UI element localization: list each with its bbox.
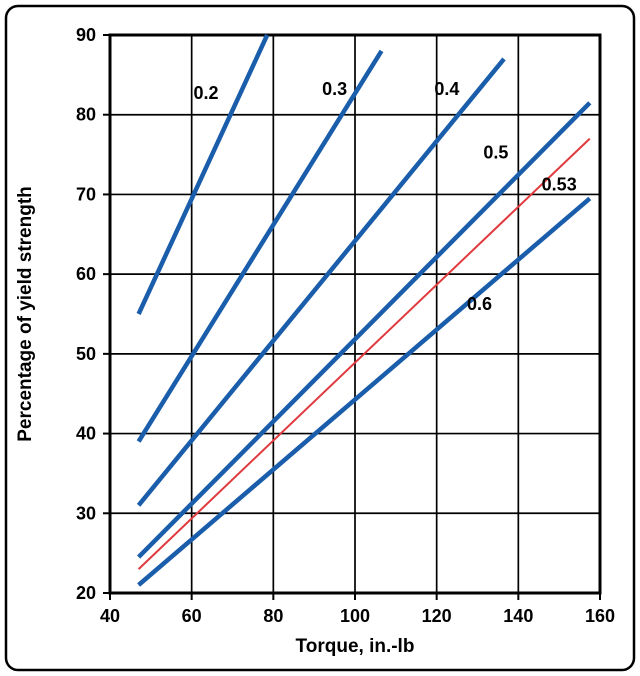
y-tick-label-30: 30 [76, 503, 96, 523]
series-label-0.3: 0.3 [322, 79, 347, 99]
x-tick-label-60: 60 [182, 606, 202, 626]
series-line-0.2 [136, 34, 270, 315]
y-tick-label-90: 90 [76, 25, 96, 45]
series-label-0.53: 0.53 [542, 174, 577, 194]
y-tick-label-70: 70 [76, 184, 96, 204]
x-tick-label-160: 160 [585, 606, 615, 626]
outer-frame [4, 4, 636, 672]
x-tick-label-40: 40 [100, 606, 120, 626]
y-tick-label-20: 20 [76, 583, 96, 603]
y-tick-label-40: 40 [76, 424, 96, 444]
y-tick-label-80: 80 [76, 105, 96, 125]
series-line-0.4 [136, 57, 506, 507]
series-line-0.3 [136, 49, 384, 443]
series-label-0.6: 0.6 [467, 294, 492, 314]
series-layer: 0.2 0.3 0.4 0.5 0.53 0.6 [136, 34, 592, 587]
y-axis-label: Percentage of yield strength [15, 186, 36, 442]
grid-layer [110, 35, 600, 593]
x-tick-label-100: 100 [340, 606, 370, 626]
x-tick-label-80: 80 [263, 606, 283, 626]
series-label-0.5: 0.5 [483, 143, 508, 163]
x-axis-label: Torque, in.-lb [296, 636, 415, 657]
series-label-0.4: 0.4 [434, 79, 459, 99]
series-line-0.6 [137, 196, 592, 587]
series-label-0.2: 0.2 [193, 83, 218, 103]
x-tick-label-120: 120 [422, 606, 452, 626]
axes-layer: 40 60 80 100 120 140 160 20 30 40 50 60 70 80 90 [76, 25, 615, 626]
y-tick-label-60: 60 [76, 264, 96, 284]
x-tick-label-140: 140 [503, 606, 533, 626]
series-line-0.5 [137, 101, 592, 559]
y-tick-label-50: 50 [76, 344, 96, 364]
series-line-0.53 [137, 137, 591, 570]
